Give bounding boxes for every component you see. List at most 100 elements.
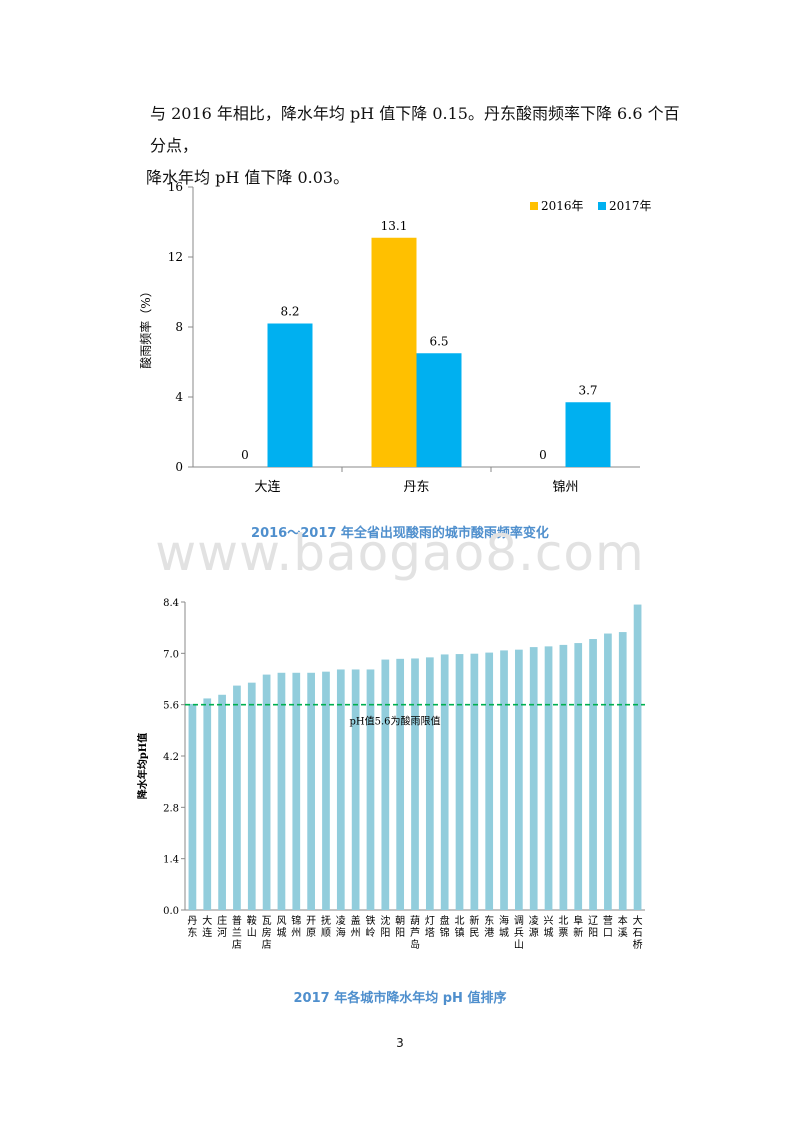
x-category-label: 锦州 <box>552 480 578 495</box>
y-axis-title: 酸雨频率（%） <box>138 285 153 368</box>
bar-ph-风城 <box>277 672 286 910</box>
x-category-label: 东 <box>187 926 197 939</box>
x-category-label: 阳 <box>380 927 390 939</box>
data-label: 8.2 <box>280 305 299 319</box>
y-tick-label: 5.6 <box>163 701 179 712</box>
x-category-label: 大 <box>202 914 212 927</box>
body-paragraph: 与 2016 年相比，降水年均 pH 值下降 0.15。丹东酸雨频率下降 6.6… <box>146 98 690 194</box>
bar-ph-东港 <box>485 652 494 910</box>
x-category-label: 海 <box>499 914 509 927</box>
x-category-label: 本 <box>618 914 628 927</box>
x-category-label: 北 <box>558 915 568 927</box>
x-category-label: 朝 <box>395 915 405 927</box>
x-category-label: 民 <box>469 927 479 939</box>
x-category-label: 瓦 <box>262 916 272 927</box>
bar-ph-庄河 <box>218 694 226 910</box>
legend-label: 2016年 <box>541 199 584 213</box>
x-category-label: 店 <box>232 938 242 951</box>
x-category-label: 口 <box>603 928 613 939</box>
legend-swatch <box>530 202 538 210</box>
x-category-label: 锦 <box>291 914 301 927</box>
bar-ph-鞍山 <box>247 682 256 910</box>
x-category-label: 房 <box>262 926 272 939</box>
threshold-label: pH值5.6为酸雨限值 <box>349 715 440 728</box>
x-category-label: 阳 <box>395 927 405 939</box>
bar-2016年 <box>371 237 417 467</box>
legend-label: 2017年 <box>609 199 652 213</box>
x-category-label: 河 <box>217 927 227 939</box>
paragraph-line-1: 与 2016 年相比，降水年均 pH 值下降 0.15。丹东酸雨频率下降 6.6… <box>150 104 680 155</box>
x-category-label: 岭 <box>365 926 375 939</box>
bar-ph-普兰店 <box>233 685 241 910</box>
bar-ph-大连 <box>203 698 212 910</box>
x-category-label: 州 <box>351 927 361 939</box>
chart2-caption: 2017 年各城市降水年均 pH 值排序 <box>293 991 507 1006</box>
legend-swatch <box>598 202 606 210</box>
bar-ph-盖州 <box>351 669 360 910</box>
x-category-label: 店 <box>262 938 272 951</box>
x-category-label: 凌 <box>529 914 539 927</box>
x-category-label: 新 <box>573 926 583 939</box>
y-axis-title: 降水年均pH值 <box>136 733 149 799</box>
x-category-label: 丹 <box>187 915 197 927</box>
page-number: 3 <box>396 1036 404 1050</box>
bar-ph-灯塔 <box>425 657 434 910</box>
x-category-label: 大连 <box>254 479 280 495</box>
x-category-label: 城 <box>544 927 554 939</box>
bar-ph-凌源 <box>529 647 538 910</box>
y-tick-label: 1.4 <box>163 855 179 866</box>
bar-ph-抚顺 <box>322 671 330 910</box>
bar-ph-北镇 <box>455 654 464 910</box>
x-category-label: 阜 <box>573 914 583 927</box>
x-category-label: 城 <box>499 927 509 939</box>
chart1-caption: 2016～2017 年全省出现酸雨的城市酸雨频率变化 <box>251 526 549 541</box>
x-category-label: 盖 <box>351 914 361 927</box>
x-category-label: 庄 <box>217 914 227 927</box>
y-tick-label: 12 <box>168 250 183 264</box>
y-tick-label: 2.8 <box>163 803 179 814</box>
bar-ph-阜新 <box>574 643 583 910</box>
x-category-label: 普 <box>232 914 242 927</box>
x-category-label: 石 <box>633 928 643 939</box>
bar-ph-新民 <box>470 653 479 910</box>
x-category-label: 锦 <box>440 926 450 939</box>
ph-ranking-chart: 0.01.42.84.25.67.08.4丹东大连庄河普兰店鞍山瓦房店风城锦州开… <box>136 598 645 951</box>
x-category-label: 阳 <box>588 927 598 939</box>
x-category-label: 塔 <box>425 926 435 939</box>
bar-2017年 <box>565 402 611 467</box>
x-category-label: 营 <box>603 914 613 927</box>
x-category-label: 海 <box>336 926 346 939</box>
bar-ph-北票 <box>559 644 568 910</box>
y-tick-label: 7.0 <box>163 649 179 660</box>
x-category-label: 连 <box>202 926 212 939</box>
bar-2017年 <box>416 353 462 467</box>
x-category-label: 顺 <box>321 927 331 939</box>
x-category-label: 城 <box>276 927 286 939</box>
bar-ph-海城 <box>500 650 508 910</box>
x-category-label: 丹东 <box>403 480 429 495</box>
y-tick-label: 0 <box>175 460 183 474</box>
x-category-label: 大 <box>633 914 643 927</box>
x-category-label: 镇 <box>455 926 465 939</box>
bar-ph-辽阳 <box>589 639 597 910</box>
bar-ph-丹东 <box>188 703 197 910</box>
x-category-label: 北 <box>455 915 465 927</box>
x-category-label: 凌 <box>336 914 346 927</box>
x-category-label: 岛 <box>410 938 420 951</box>
bar-ph-沈阳 <box>381 659 390 910</box>
x-category-label: 葫 <box>410 915 420 927</box>
data-label: 13.1 <box>381 219 408 233</box>
y-tick-label: 8 <box>175 320 183 334</box>
x-category-label: 山 <box>514 939 524 951</box>
bar-ph-大石桥 <box>633 604 642 910</box>
bar-ph-朝阳 <box>396 658 405 910</box>
bar-ph-兴城 <box>544 646 553 910</box>
x-category-label: 鞍 <box>247 914 257 927</box>
x-category-label: 芦 <box>410 927 420 939</box>
y-tick-label: 4.2 <box>163 752 179 763</box>
x-category-label: 源 <box>529 926 539 939</box>
x-category-label: 桥 <box>633 939 643 951</box>
x-category-label: 抚 <box>321 915 331 927</box>
bar-ph-铁岭 <box>366 669 375 910</box>
x-category-label: 辽 <box>588 915 598 927</box>
